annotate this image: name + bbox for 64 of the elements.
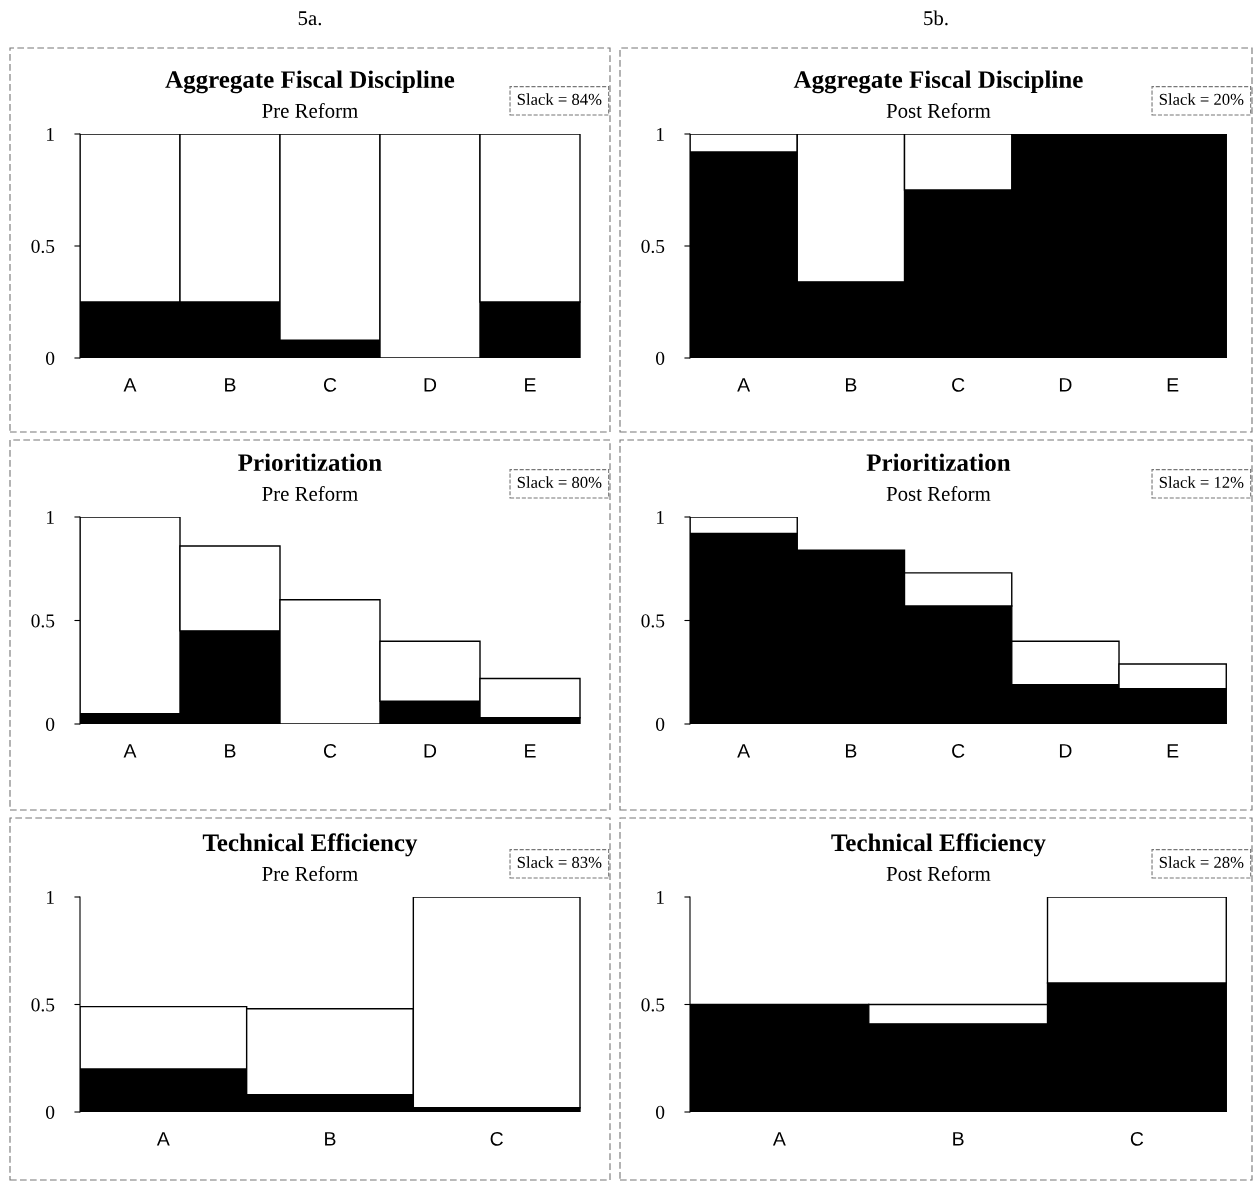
x-tick-label: D (424, 744, 437, 758)
text: Slack = 80% (517, 476, 602, 489)
y-tick-label: 0 (46, 717, 55, 731)
y-tick-label: 1 (656, 890, 664, 904)
chart-title: Prioritization (866, 453, 1011, 472)
x-tick-label: B (225, 744, 236, 758)
x-tick-label: C (323, 377, 337, 392)
x-tick-label: C (1130, 1131, 1144, 1146)
x-tick-label: B (953, 1132, 964, 1146)
text: 5b. (924, 10, 948, 26)
x-tick-label: B (845, 378, 857, 392)
chart-title: Technical Efficiency (202, 833, 418, 857)
x-tick-label: A (772, 1132, 786, 1146)
x-tick-label: C (490, 1131, 503, 1146)
text: Slack = 20% (1159, 93, 1244, 106)
x-tick-label: A (737, 744, 751, 758)
y-tick-label: 0 (656, 717, 665, 731)
y-tick-label: 0.5 (31, 998, 55, 1012)
y-tick-label: 0 (46, 1105, 55, 1119)
y-tick-label: 1 (46, 127, 54, 141)
x-tick-label: E (1167, 378, 1179, 392)
text: Slack = 28% (1159, 856, 1244, 869)
x-tick-label: C (323, 743, 337, 758)
text: Slack = 84% (517, 93, 602, 106)
chart-subtitle: Pre Reform (262, 486, 358, 501)
x-tick-label: D (1059, 378, 1072, 392)
x-tick-label: B (225, 378, 236, 392)
y-tick-label: 1 (46, 510, 54, 524)
y-tick-label: 0.5 (641, 614, 665, 628)
chart-title: Aggregate Fiscal Discipline (165, 70, 455, 94)
x-tick-label: D (424, 378, 437, 392)
x-tick-label: A (737, 378, 751, 392)
x-tick-label: E (525, 744, 536, 758)
chart-subtitle: Pre Reform (262, 866, 358, 881)
x-tick-label: B (325, 1132, 336, 1146)
y-tick-label: 0.5 (641, 998, 665, 1012)
chart-title: Prioritization (238, 453, 382, 472)
x-tick-label: E (525, 378, 536, 392)
x-tick-label: C (952, 743, 965, 758)
y-tick-label: 0.5 (31, 614, 55, 628)
x-tick-label: D (1059, 744, 1072, 758)
x-tick-label: A (123, 744, 137, 758)
chart-title: Technical Efficiency (831, 833, 1046, 857)
text: Slack = 12% (1159, 476, 1244, 489)
chart-subtitle: Post Reform (886, 866, 991, 881)
y-tick-label: 0 (46, 351, 55, 365)
y-tick-label: 1 (656, 127, 664, 141)
x-tick-label: E (1167, 744, 1179, 758)
x-tick-label: A (123, 378, 137, 392)
text: 5a. (298, 11, 322, 26)
y-tick-label: 0 (656, 351, 665, 365)
y-tick-label: 0.5 (31, 239, 55, 254)
x-tick-label: A (156, 1132, 170, 1146)
chart-subtitle: Post Reform (886, 486, 991, 501)
chart-title: Aggregate Fiscal Discipline (793, 70, 1083, 94)
y-tick-label: 1 (46, 890, 54, 904)
text: Slack = 83% (517, 856, 602, 869)
y-tick-label: 0.5 (641, 239, 665, 254)
chart-subtitle: Post Reform (886, 103, 991, 118)
y-tick-label: 1 (656, 510, 664, 524)
chart-subtitle: Pre Reform (262, 103, 358, 118)
y-tick-label: 0 (656, 1105, 665, 1119)
x-tick-label: C (952, 377, 965, 392)
x-tick-label: B (845, 744, 857, 758)
